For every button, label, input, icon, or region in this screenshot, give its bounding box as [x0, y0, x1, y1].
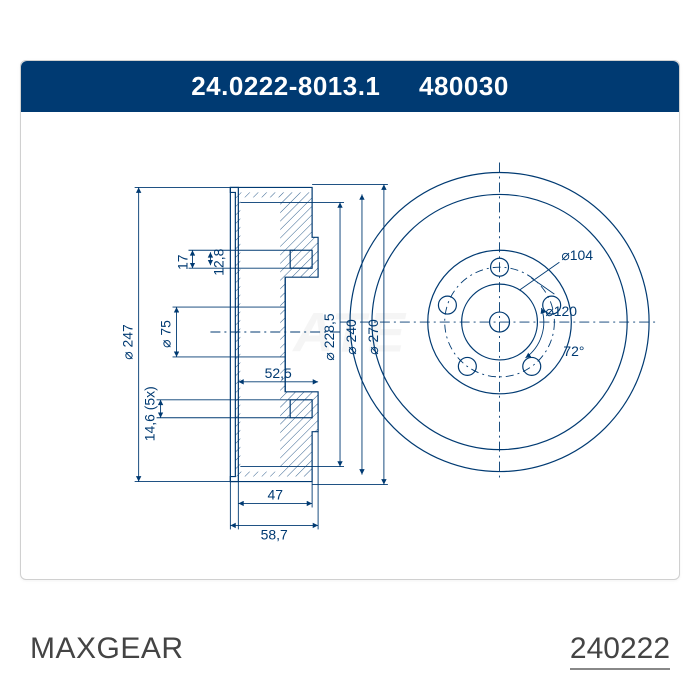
dim-bolt-hole: 14,6 (5x)	[142, 386, 158, 441]
dim-w47: 47	[267, 486, 283, 502]
dim-cb-depth: 12,8	[210, 248, 226, 275]
dim-w58: 58,7	[261, 526, 288, 542]
footer: MAXGEAR 240222	[0, 632, 700, 670]
dim-hub-dia: ⌀ 75	[158, 320, 174, 348]
dim-bolt-circle: ⌀120	[545, 303, 577, 319]
cross-section-view: ⌀ 247 ⌀ 75 14,6 (5x) 17 12,8	[120, 184, 388, 542]
dim-pilot: ⌀104	[561, 247, 593, 263]
front-view: 72° ⌀104 ⌀120	[340, 163, 659, 482]
dim-angle: 72°	[563, 343, 584, 359]
footer-partnum: 240222	[570, 632, 670, 670]
diagram-card: 24.0222-8013.1 480030 ATE	[20, 60, 680, 580]
dim-w52: 52,5	[265, 365, 292, 381]
diagram-area: ATE	[21, 112, 679, 552]
dim-cb: 17	[174, 254, 190, 270]
dim-braking: ⌀ 228,5	[321, 313, 337, 360]
header-bar: 24.0222-8013.1 480030	[21, 61, 679, 112]
brand-label: MAXGEAR	[30, 632, 184, 670]
part-ref: 24.0222-8013.1	[191, 71, 380, 101]
technical-drawing: ⌀ 247 ⌀ 75 14,6 (5x) 17 12,8	[21, 112, 679, 552]
header-code: 480030	[419, 71, 509, 101]
dim-outer-dia: ⌀ 247	[120, 324, 136, 360]
